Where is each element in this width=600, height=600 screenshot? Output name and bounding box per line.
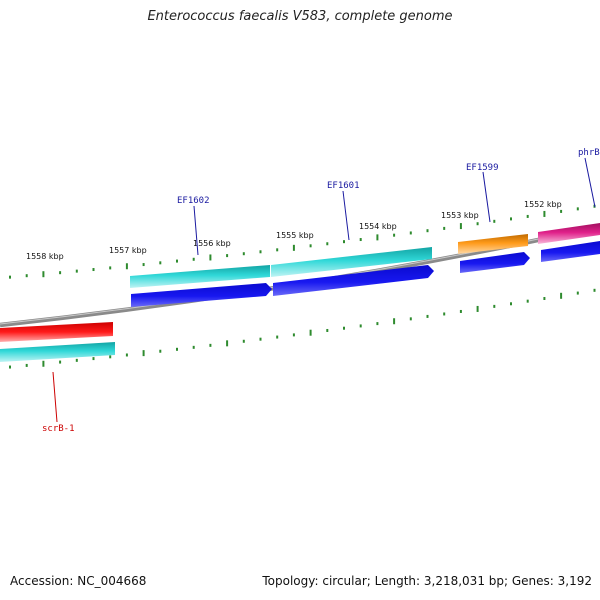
genome-summary-text: Topology: circular; Length: 3,218,031 bp…: [262, 574, 592, 588]
scale-label: 1552 kbp: [524, 200, 562, 209]
gene-label-ef1602: EF1602: [177, 196, 210, 206]
gene-label-leader: [52, 371, 58, 423]
gene-feature-cyan: [0, 342, 115, 362]
scale-label: 1554 kbp: [359, 222, 397, 231]
cds-arrow: [273, 265, 434, 296]
gene-feature-red: [0, 322, 113, 342]
gene-feature-cyan: [271, 247, 432, 277]
gene-label-leader: [482, 171, 491, 223]
lower-tick-track: [9, 288, 596, 369]
scale-label: 1553 kbp: [441, 211, 479, 220]
gene-feature-cyan: [130, 265, 270, 288]
gene-label-ef1599: EF1599: [466, 163, 499, 173]
scale-label: 1557 kbp: [109, 246, 147, 255]
scale-label: 1556 kbp: [193, 239, 231, 248]
cds-arrow: [131, 283, 272, 307]
gene-label-leader: [342, 190, 350, 241]
gene-label-leader: [584, 157, 596, 208]
gene-feature-orange: [458, 234, 528, 254]
map-title: Enterococcus faecalis V583, complete gen…: [147, 9, 453, 24]
gene-label-phrb: phrB: [578, 148, 600, 158]
cds-arrow: [541, 241, 600, 262]
gene-label-ef1601: EF1601: [327, 181, 360, 191]
cds-arrow: [460, 252, 530, 273]
gene-feature-magenta: [538, 223, 600, 244]
scale-label: 1558 kbp: [26, 252, 64, 261]
accession-text: Accession: NC_004668: [10, 574, 147, 588]
gene-label-scrb-1: scrB-1: [42, 424, 75, 434]
gene-label-leader: [193, 205, 199, 256]
scale-label: 1555 kbp: [276, 231, 314, 240]
